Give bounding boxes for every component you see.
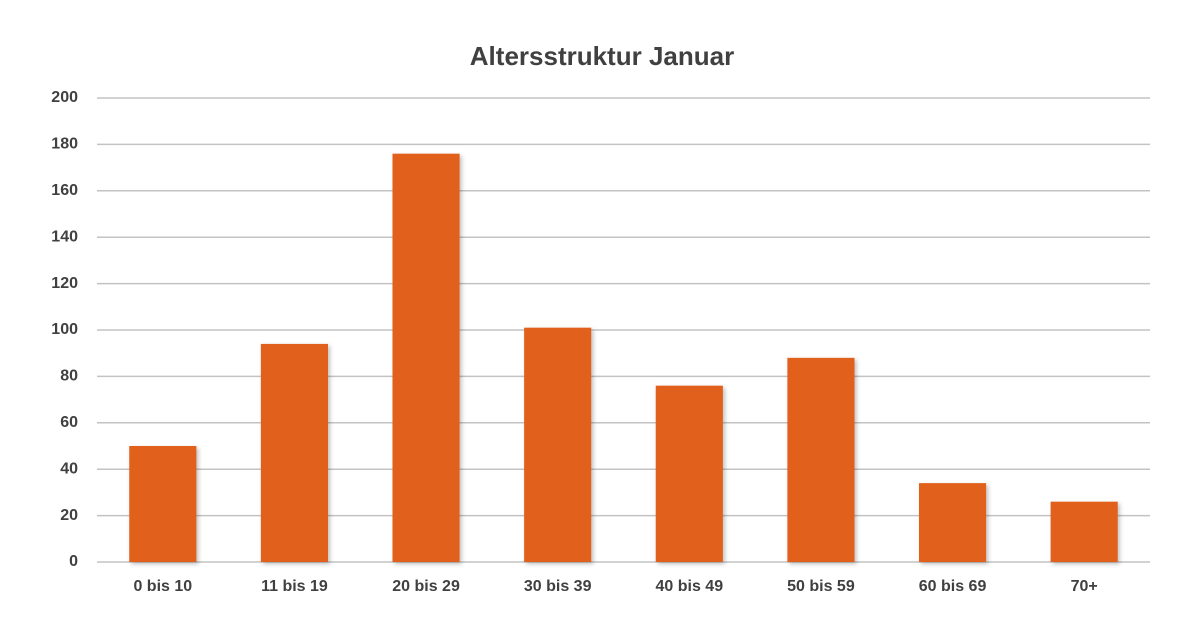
y-tick-label: 160 <box>51 182 78 199</box>
bar <box>129 446 197 562</box>
x-tick-label: 0 bis 10 <box>133 578 192 595</box>
y-tick-label: 0 <box>69 553 78 570</box>
y-tick-label: 180 <box>51 136 78 153</box>
y-tick-label: 140 <box>51 228 78 245</box>
y-tick-label: 40 <box>60 460 78 477</box>
bar <box>1050 501 1118 562</box>
bar <box>918 483 987 562</box>
x-tick-label: 11 bis 19 <box>261 578 328 595</box>
y-tick-label: 120 <box>51 275 78 292</box>
y-tick-label: 80 <box>60 368 78 385</box>
x-tick-label: 20 bis 29 <box>392 578 460 595</box>
x-tick-label: 30 bis 39 <box>524 578 592 595</box>
x-tick-label: 40 bis 49 <box>656 578 724 595</box>
bar <box>260 343 329 562</box>
x-tick-label: 60 bis 69 <box>919 578 987 595</box>
bar <box>392 153 460 562</box>
bar <box>787 357 855 562</box>
x-tick-label: 50 bis 59 <box>787 578 855 595</box>
y-tick-label: 200 <box>51 89 78 106</box>
y-tick-label: 100 <box>51 321 78 338</box>
bar <box>655 385 723 562</box>
bar <box>524 327 592 562</box>
x-tick-label: 70+ <box>1071 578 1098 595</box>
chart-title: Altersstruktur Januar <box>470 41 734 71</box>
y-tick-label: 20 <box>60 507 78 524</box>
y-tick-label: 60 <box>60 414 78 431</box>
